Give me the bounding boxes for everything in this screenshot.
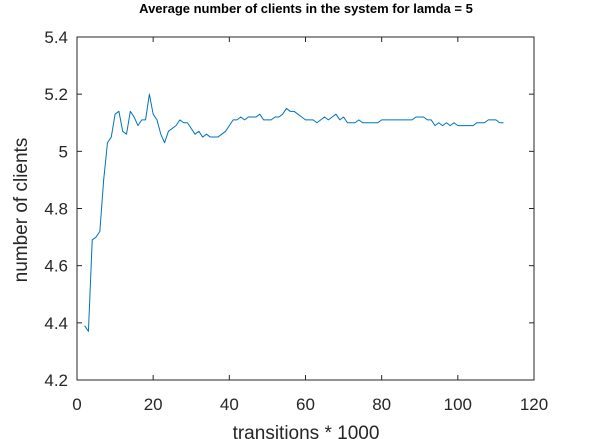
chart-title: Average number of clients in the system …	[139, 1, 473, 16]
y-axis-label: number of clients	[11, 138, 32, 283]
x-tick-label: 40	[220, 395, 239, 414]
axes-box	[76, 36, 535, 381]
series-line	[84, 93, 504, 332]
y-tick-label: 5.2	[44, 85, 68, 104]
x-tick-label: 80	[372, 395, 391, 414]
y-tick-label: 5.4	[44, 28, 68, 47]
y-tick-label: 4.2	[44, 371, 68, 390]
x-tick-label: 120	[520, 395, 548, 414]
y-tick-label: 5	[59, 142, 68, 161]
x-tick-label: 60	[296, 395, 315, 414]
x-tick-label: 100	[444, 395, 472, 414]
y-tick-label: 4.8	[44, 200, 68, 219]
plot-area	[84, 93, 504, 332]
x-tick-label: 0	[72, 395, 81, 414]
y-axis-ticks: 4.2 4.4 4.6 4.8 5 5.2 5.4	[44, 28, 534, 390]
x-axis-label: transitions * 1000	[233, 423, 380, 439]
x-tick-label: 20	[144, 395, 163, 414]
y-tick-label: 4.6	[44, 257, 68, 276]
axes	[76, 36, 535, 381]
y-tick-label: 4.4	[44, 314, 68, 333]
x-axis-ticks: 0 20 40 60 80 100 120	[72, 37, 548, 414]
